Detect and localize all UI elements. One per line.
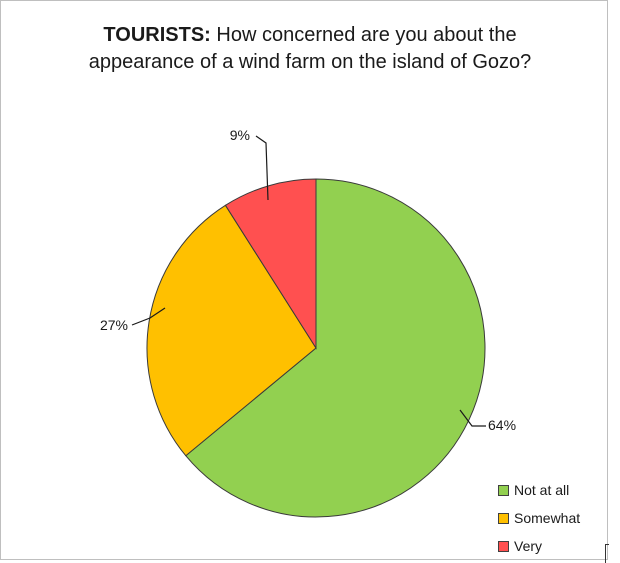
legend-label: Very <box>514 538 543 554</box>
chart-title: TOURISTS: How concerned are you about th… <box>0 22 620 76</box>
pie-slice-very <box>224 178 317 350</box>
data-label: 27% <box>100 317 128 333</box>
frame-corner-mark <box>605 544 609 563</box>
legend-item-somewhat: Somewhat <box>498 504 580 532</box>
leader-line <box>459 409 486 427</box>
legend-label: Not at all <box>514 482 570 498</box>
title-bold: TOURISTS: <box>103 24 211 46</box>
pie-slice-somewhat <box>146 204 317 457</box>
legend-swatch <box>498 484 509 496</box>
leader-line <box>255 135 269 201</box>
legend-swatch <box>498 512 509 524</box>
legend-swatch <box>498 540 509 552</box>
legend-item-not-at-all: Not at all <box>498 476 580 504</box>
data-label: 64% <box>488 417 516 433</box>
legend-label: Somewhat <box>514 510 581 526</box>
data-label: 9% <box>230 127 250 143</box>
title-line2: appearance of a wind farm on the island … <box>88 51 532 73</box>
legend: Not at all Somewhat Very <box>498 476 580 560</box>
legend-item-very: Very <box>498 532 580 560</box>
title-rest: How concerned are you about the <box>210 24 517 46</box>
leader-line <box>131 307 166 326</box>
pie-slice-not-at-all <box>185 178 486 518</box>
